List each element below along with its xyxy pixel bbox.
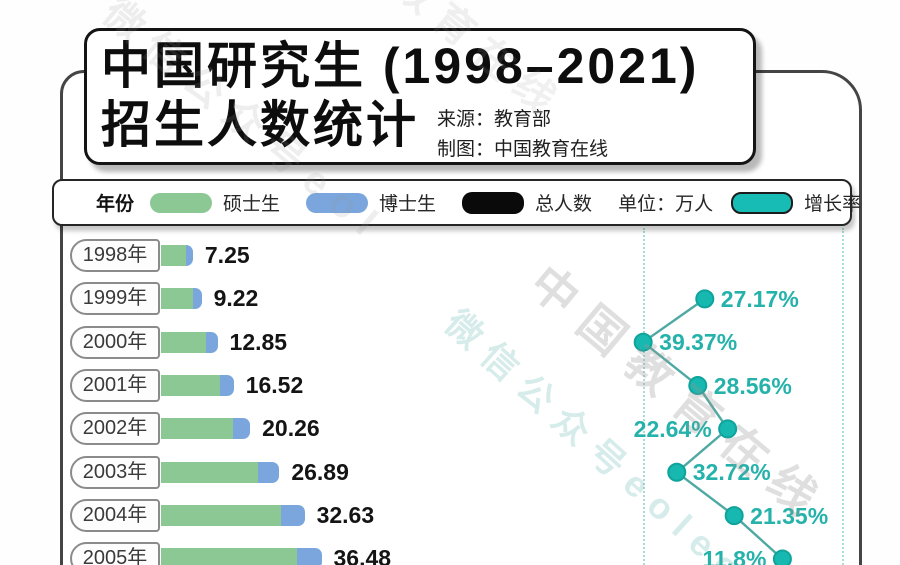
growth-rate-label: 21.35% [750,502,829,529]
table-row: 2005年 36.48 [0,542,900,565]
master-bar-segment [161,548,298,565]
legend-total-label: 总人数 [535,194,593,215]
master-bar-segment [161,331,207,353]
total-value-label: 9.22 [213,285,259,312]
master-bar-segment [161,418,234,440]
title-subtext: 来源：教育部 制图：中国教育在线 [437,105,609,162]
master-bar-segment [161,375,220,397]
table-row: 2002年 20.26 [0,412,900,446]
legend-doctor-label: 博士生 [379,194,437,215]
growth-rate-label: 28.56% [713,372,792,399]
growth-rate-label: 27.17% [720,285,799,312]
master-legend-swatch [150,192,213,213]
year-pill: 1999年 [70,282,160,316]
year-pill: 2005年 [70,542,160,565]
source-label: 来源：教育部 [437,109,552,130]
year-pill: 1998年 [70,239,160,272]
table-row: 2001年 16.52 [0,369,900,403]
master-bar-segment [161,461,258,483]
legend-master-label: 硕士生 [223,194,281,215]
total-value-label: 20.26 [262,415,320,442]
total-value-label: 36.48 [333,545,392,565]
growth-rate-label: 11.8% [702,545,767,565]
growth-rate-label: 22.64% [633,415,712,442]
table-row: 1999年 9.22 [0,282,900,316]
chart-title-line2: 招生人数统计 [101,97,419,153]
total-value-label: 16.52 [245,372,304,399]
total-value-label: 26.89 [291,458,349,485]
table-row: 2004年 32.63 [0,499,900,533]
doctor-bar-segment [192,288,202,310]
year-pill: 2004年 [70,499,160,533]
title-box: 中国研究生 (1998–2021) 招生人数统计 来源：教育部 制图：中国教育在… [84,28,756,165]
doctor-bar-segment [281,505,305,527]
legend-growth-label: 增长率 [804,194,862,215]
credit-label: 制图：中国教育在线 [437,139,609,160]
growth-rate-label: 39.37% [659,329,738,356]
doctor-bar-segment [233,418,251,440]
legend-unit-label: 单位：万人 [618,194,714,215]
doctor-bar-segment [219,375,234,397]
total-value-label: 12.85 [229,328,288,355]
total-legend-swatch [462,191,525,214]
master-bar-segment [161,505,282,527]
total-value-label: 32.63 [316,502,375,529]
master-bar-segment [161,288,193,310]
doctor-bar-segment [297,548,322,565]
year-pill: 2002年 [70,412,160,446]
growth-legend-swatch [731,191,794,214]
table-row: 2000年 12.85 [0,325,900,359]
chart-title-line1: 中国研究生 (1998–2021) [101,38,700,94]
year-pill: 2003年 [70,455,160,489]
total-value-label: 7.25 [204,242,250,268]
doctor-bar-segment [257,461,280,483]
year-pill: 2000年 [70,325,160,359]
table-row: 2003年 26.89 [0,455,900,489]
growth-gridline-right [842,228,844,565]
doctor-bar-segment [186,245,193,266]
master-bar-segment [161,245,187,266]
table-row: 1998年 7.25 [0,239,900,272]
doctor-bar-segment [206,331,218,353]
legend-year-label: 年份 [96,194,135,215]
legend-bar: 年份 硕士生 博士生 总人数 单位：万人 增长率 [52,179,861,226]
year-pill: 2001年 [70,369,160,403]
growth-rate-label: 32.72% [692,459,771,486]
doctor-legend-swatch [306,192,369,213]
